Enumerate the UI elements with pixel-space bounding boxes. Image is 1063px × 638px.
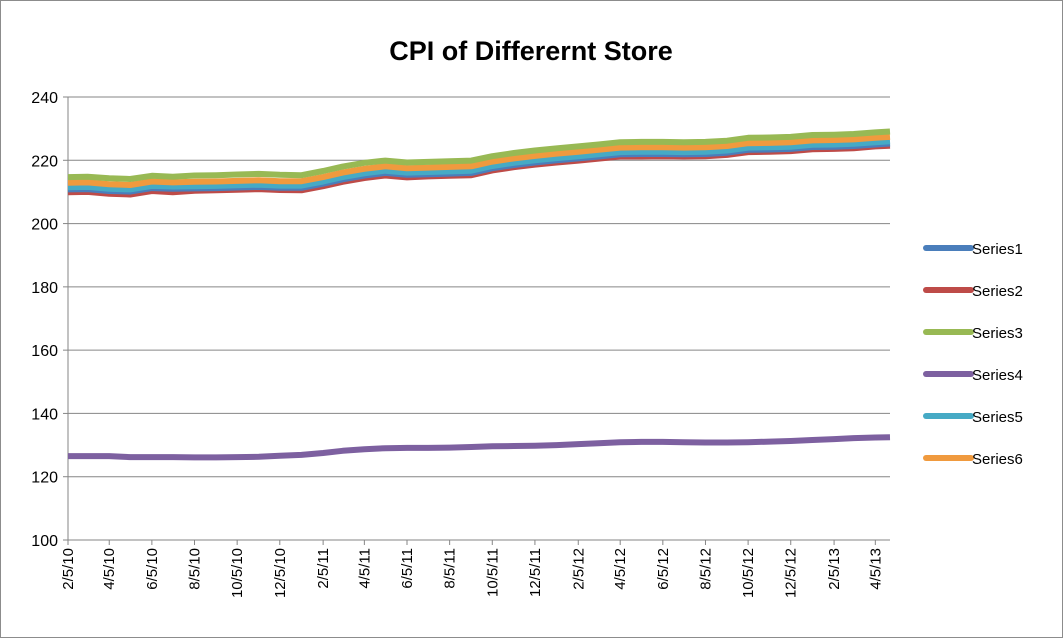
x-tick-label: 4/5/11 <box>356 548 373 589</box>
x-tick-label: 10/5/12 <box>740 548 757 598</box>
y-tick-label: 120 <box>31 470 58 487</box>
y-tick-label: 180 <box>31 280 58 297</box>
x-tick-label: 10/5/10 <box>229 548 246 598</box>
legend-label-series5: Series5 <box>972 409 1023 426</box>
x-tick-label: 2/5/11 <box>315 548 332 589</box>
x-tick-label: 6/5/11 <box>399 548 416 589</box>
x-tick-label: 8/5/12 <box>697 548 714 590</box>
series-line-series3 <box>67 128 891 182</box>
y-tick-label: 220 <box>31 153 58 170</box>
x-tick-label: 10/5/11 <box>484 548 501 597</box>
legend-label-series6: Series6 <box>972 451 1023 468</box>
plot-area <box>67 97 890 541</box>
x-tick-label: 12/5/11 <box>527 548 544 597</box>
x-tick-label: 2/5/10 <box>60 548 77 590</box>
y-axis-ticks: 100 120 140 160 180 200 220 240 <box>31 90 68 550</box>
x-axis-ticks: 2/5/10 4/5/10 6/5/10 8/5/10 10/5/10 12/5/10 2/… <box>60 540 884 598</box>
legend-label-series3: Series3 <box>972 325 1023 342</box>
x-tick-label: 12/5/10 <box>272 548 289 598</box>
legend-label-series2: Series2 <box>972 283 1023 300</box>
series-line-series4 <box>68 434 891 461</box>
x-tick-label: 8/5/11 <box>442 548 459 589</box>
series-lines <box>67 128 891 461</box>
legend: Series1 Series2 Series3 Series4 Series5 Serie… <box>923 241 1023 468</box>
x-tick-label: 4/5/12 <box>612 548 629 590</box>
y-tick-label: 240 <box>31 90 58 107</box>
x-tick-label: 4/5/13 <box>867 548 884 590</box>
y-tick-label: 160 <box>31 343 58 360</box>
y-tick-label: 100 <box>31 533 58 550</box>
x-tick-label: 6/5/12 <box>655 548 672 590</box>
y-tick-label: 140 <box>31 406 58 423</box>
x-tick-label: 8/5/10 <box>187 548 204 590</box>
x-tick-label: 2/5/13 <box>826 548 843 590</box>
legend-label-series1: Series1 <box>972 241 1023 258</box>
x-tick-label: 6/5/10 <box>144 548 161 590</box>
x-tick-label: 12/5/12 <box>783 548 800 598</box>
y-tick-label: 200 <box>31 217 58 234</box>
legend-label-series4: Series4 <box>972 367 1023 384</box>
series-line-series5 <box>67 138 891 193</box>
x-tick-label: 2/5/12 <box>570 548 587 590</box>
gridlines <box>68 96 890 541</box>
x-tick-label: 4/5/10 <box>101 548 118 590</box>
chart-title: CPI of Differernt Store <box>389 36 673 66</box>
series-line-series6 <box>67 133 891 188</box>
